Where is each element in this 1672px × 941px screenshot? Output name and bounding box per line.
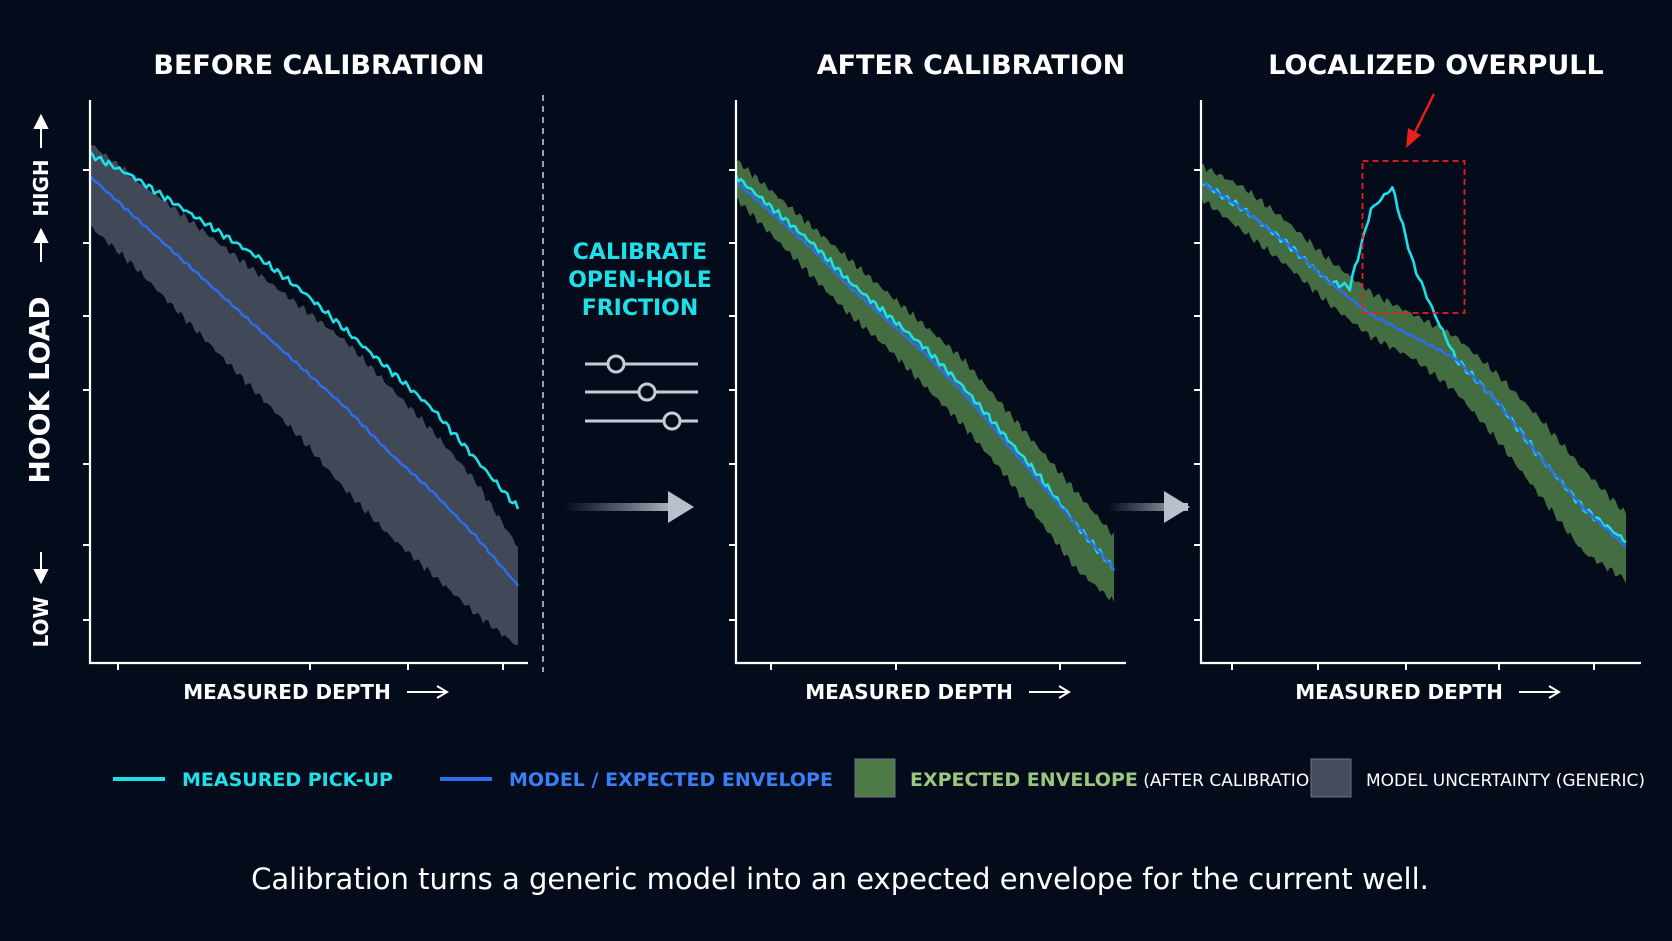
x-axis-label: MEASURED DEPTH (1295, 680, 1503, 704)
legend-label: MODEL UNCERTAINTY (GENERIC) (1366, 771, 1645, 791)
arrow-down-icon (33, 552, 49, 585)
model-uncertainty-band (90, 144, 518, 645)
legend-label-main: EXPECTED ENVELOPE (910, 769, 1138, 791)
legend-label: MODEL / EXPECTED ENVELOPE (509, 769, 833, 791)
measured-pick-up-line (734, 175, 1116, 572)
plot-axes (88, 100, 528, 665)
expected-envelope-band (736, 160, 1114, 603)
calibrate-line-3: FRICTION (582, 296, 699, 321)
panel-title-before: BEFORE CALIBRATION (153, 50, 484, 81)
y-axis-low: LOW (29, 552, 53, 648)
legend-item: MODEL / EXPECTED ENVELOPE (440, 769, 833, 791)
x-axis-arrow-icon (407, 685, 449, 699)
y-axis-high-label: HIGH (29, 159, 53, 216)
x-axis-label: MEASURED DEPTH (183, 680, 391, 704)
panel-localized-overpull: MEASURED DEPTH (1194, 100, 1641, 704)
right-arrow-icon-2 (1108, 491, 1190, 523)
legend: MEASURED PICK-UP MODEL / EXPECTED ENVELOP… (113, 758, 1645, 798)
expected-envelope-band (1201, 163, 1626, 584)
y-axis-high: HIGH (29, 113, 53, 262)
legend-label: EXPECTED ENVELOPE (AFTER CALIBRATION) (910, 769, 1329, 791)
legend-label-main: MODEL / EXPECTED ENVELOPE (509, 769, 833, 791)
arrow-up-icon (33, 113, 49, 262)
calibrate-line-1: CALIBRATE (573, 240, 707, 265)
legend-label-suffix: (AFTER CALIBRATION) (1138, 771, 1329, 791)
caption: Calibration turns a generic model into a… (251, 862, 1429, 896)
legend-item: MEASURED PICK-UP (113, 769, 393, 791)
panel-title-after: AFTER CALIBRATION (817, 50, 1126, 81)
x-axis-arrow-icon (1519, 685, 1561, 699)
x-axis-arrow-icon (1029, 685, 1071, 699)
legend-item: EXPECTED ENVELOPE (AFTER CALIBRATION) (854, 758, 1329, 798)
legend-label-main: MEASURED PICK-UP (182, 769, 393, 791)
legend-swatch-box (854, 758, 896, 798)
overpull-callout-arrow-icon (1406, 93, 1436, 148)
calibrate-annotation: CALIBRATE OPEN-HOLE FRICTION (568, 240, 712, 321)
overpull-highlight-box (1361, 160, 1466, 314)
y-axis-label: HOOK LOAD (23, 296, 56, 483)
measured-pick-up-line (88, 150, 520, 510)
model-expected-line (89, 175, 520, 587)
legend-swatch-box (1310, 758, 1352, 798)
plot-axes (734, 100, 1126, 665)
panel-title-overpull: LOCALIZED OVERPULL (1268, 50, 1603, 81)
legend-label: MEASURED PICK-UP (182, 769, 393, 791)
panel-before-calibration: MEASURED DEPTH (83, 100, 528, 704)
y-axis-low-label: LOW (29, 596, 53, 647)
right-arrow-icon (565, 491, 694, 523)
legend-label-main: MODEL UNCERTAINTY (GENERIC) (1366, 771, 1645, 791)
model-expected-line (735, 180, 1116, 572)
calibrate-line-2: OPEN-HOLE (568, 268, 712, 293)
model-expected-line (1200, 181, 1627, 548)
plot-axes (1199, 100, 1641, 665)
legend-item: MODEL UNCERTAINTY (GENERIC) (1310, 758, 1645, 798)
x-axis-label: MEASURED DEPTH (805, 680, 1013, 704)
slider-controls-icon (585, 354, 698, 431)
panel-after-calibration: MEASURED DEPTH (729, 100, 1126, 704)
